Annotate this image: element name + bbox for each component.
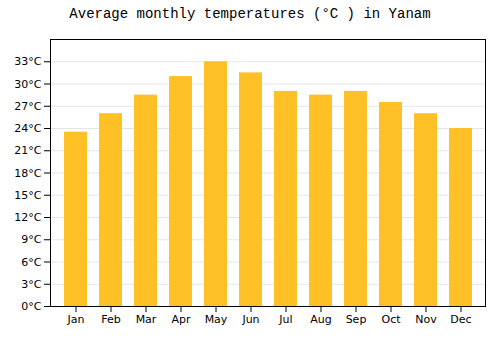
svg-text:30°C: 30°C bbox=[14, 78, 41, 91]
svg-text:15°C: 15°C bbox=[14, 189, 41, 202]
svg-text:Dec: Dec bbox=[450, 313, 471, 326]
svg-text:Apr: Apr bbox=[171, 313, 191, 326]
svg-text:Aug: Aug bbox=[310, 313, 331, 326]
svg-text:May: May bbox=[205, 313, 228, 326]
svg-text:0°C: 0°C bbox=[21, 300, 41, 313]
svg-text:Nov: Nov bbox=[415, 313, 437, 326]
svg-text:33°C: 33°C bbox=[14, 55, 41, 68]
html-text:Average monthly temperatures (: Average monthly temperatures (°C ) in Ya… bbox=[69, 6, 431, 22]
svg-text:6°C: 6°C bbox=[21, 256, 41, 269]
svg-text:Jul: Jul bbox=[278, 313, 292, 326]
svg-text:Sep: Sep bbox=[346, 313, 367, 326]
svg-text:12°C: 12°C bbox=[14, 211, 41, 224]
svg-text:Jun: Jun bbox=[241, 313, 259, 326]
svg-text:Jan: Jan bbox=[67, 313, 85, 326]
svg-text:24°C: 24°C bbox=[14, 122, 41, 135]
svg-text:27°C: 27°C bbox=[14, 100, 41, 113]
svg-text:21°C: 21°C bbox=[14, 144, 41, 157]
svg-text:18°C: 18°C bbox=[14, 167, 41, 180]
svg-text:3°C: 3°C bbox=[21, 278, 41, 291]
svg-text:Mar: Mar bbox=[136, 313, 157, 326]
svg-text:Oct: Oct bbox=[381, 313, 401, 326]
svg-text:Feb: Feb bbox=[101, 313, 120, 326]
svg-text:9°C: 9°C bbox=[21, 233, 41, 246]
